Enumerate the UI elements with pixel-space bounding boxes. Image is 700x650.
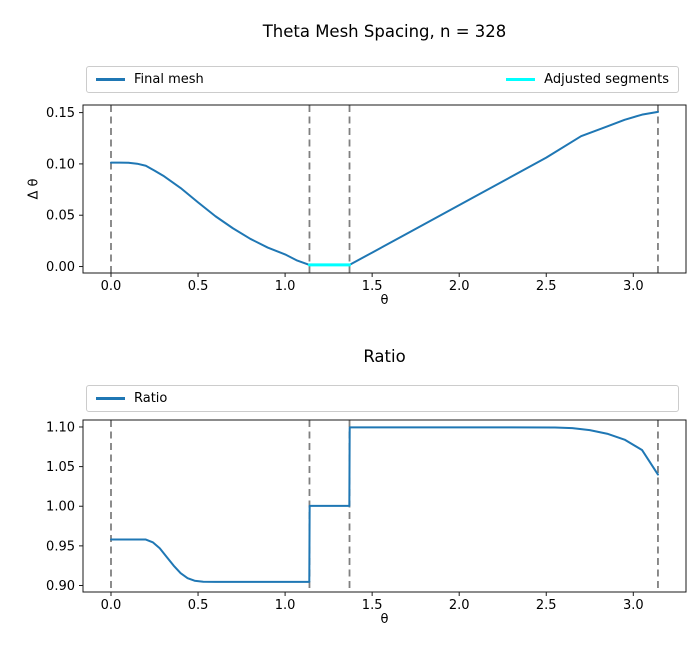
y-tick-label: 0.95 [46,539,75,554]
x-tick-label: 1.0 [275,598,296,613]
x-tick-label: 1.5 [362,598,383,613]
top-chart-ylabel: Δ θ [26,178,42,200]
bottom-chart-xlabel: θ [380,612,389,627]
top-chart-title: Theta Mesh Spacing, n = 328 [262,22,507,41]
y-tick-label: 0.90 [46,579,75,594]
x-tick-label: 0.5 [188,279,209,294]
bottom-chart-title: Ratio [363,347,406,366]
top-legend: Final mesh Adjusted segments [86,66,679,93]
y-tick-label: 0.05 [46,209,75,224]
ratio-line-swatch-icon [96,397,125,400]
bottom-legend: Ratio [86,385,679,412]
x-tick-label: 2.5 [536,279,557,294]
legend-entry-adjusted-segments: Adjusted segments [506,72,669,87]
adjusted-segments-line-swatch-icon [506,78,536,81]
x-tick-label: 2.0 [449,279,470,294]
legend-label-adjusted-segments: Adjusted segments [544,72,669,87]
y-tick-label: 1.10 [46,420,75,435]
x-tick-label: 3.0 [623,598,644,613]
x-tick-label: 2.0 [449,598,470,613]
x-tick-label: 0.0 [101,279,122,294]
x-tick-label: 1.5 [362,279,383,294]
final-mesh-line [110,110,659,266]
legend-entry-final-mesh: Final mesh [96,72,204,87]
y-tick-label: 1.05 [46,460,75,475]
legend-label-ratio: Ratio [134,391,168,406]
final-mesh-line-swatch-icon [96,78,125,81]
y-tick-label: 0.15 [46,106,75,121]
axes-frame [82,104,687,274]
x-tick-label: 0.5 [188,598,209,613]
y-tick-label: 0.00 [46,260,75,275]
legend-entry-ratio: Ratio [96,391,167,406]
x-tick-label: 2.5 [536,598,557,613]
ratio-line [110,426,659,583]
legend-label-final-mesh: Final mesh [134,72,204,87]
y-tick-label: 0.10 [46,157,75,172]
y-tick-label: 1.00 [46,500,75,515]
x-tick-label: 0.0 [101,598,122,613]
top-chart-xlabel: θ [380,293,389,308]
x-tick-label: 3.0 [623,279,644,294]
x-tick-label: 1.0 [275,279,296,294]
